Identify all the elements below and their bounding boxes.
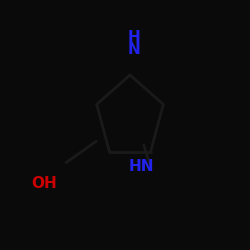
Text: N: N bbox=[128, 42, 140, 58]
Text: HN: HN bbox=[128, 159, 154, 174]
Text: H: H bbox=[128, 30, 140, 46]
Text: OH: OH bbox=[31, 176, 56, 191]
